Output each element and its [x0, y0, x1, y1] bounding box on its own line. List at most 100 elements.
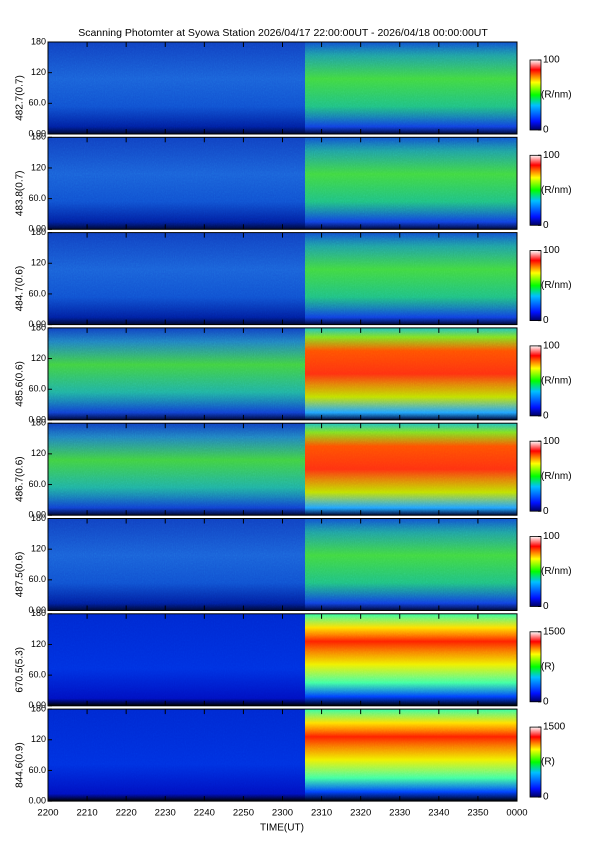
colorbar-tick-label: 0 — [543, 411, 549, 422]
colorbar — [529, 726, 542, 798]
y-tick-label: 180 — [31, 418, 46, 428]
colorbar-unit: (R/nm) — [541, 471, 572, 482]
panel: 0.00 60.0 120 180 670.5(5.3) 0 1500 (R) — [15, 608, 566, 710]
y-tick-label: 60.0 — [28, 765, 46, 775]
keogram-texture — [48, 709, 517, 802]
x-tick-label: 2250 — [233, 808, 254, 819]
y-tick-label: 180 — [31, 36, 46, 46]
y-tick-label: 0.00 — [28, 319, 46, 329]
colorbar-tick-label: 1500 — [543, 626, 566, 637]
colorbar-unit: (R) — [541, 757, 555, 768]
colorbar-tick-label: 0 — [543, 125, 549, 136]
y-axis-label: 486.7(0.6) — [15, 456, 26, 502]
y-axis-label: 483.8(0.7) — [15, 171, 26, 217]
colorbar-tick-label: 100 — [543, 531, 560, 542]
panel: 0.00 60.0 120 180 482.7(0.7) 0 100 (R/nm) — [15, 36, 572, 138]
y-tick-label: 60.0 — [28, 574, 46, 584]
y-tick-label: 120 — [31, 639, 46, 649]
colorbar-tick-label: 1500 — [543, 722, 566, 733]
y-tick-label: 120 — [31, 353, 46, 363]
y-tick-label: 60.0 — [28, 479, 46, 489]
colorbar-tick-label: 0 — [543, 315, 549, 326]
y-axis-label: 485.6(0.6) — [15, 361, 26, 407]
y-tick-label: 120 — [31, 162, 46, 172]
y-tick-label: 0.00 — [28, 700, 46, 710]
x-tick-label: 2210 — [77, 808, 98, 819]
panel: 0.00 60.0 120 180 483.8(0.7) 0 100 (R/nm) — [15, 132, 572, 234]
y-tick-label: 60.0 — [28, 98, 46, 108]
colorbar-tick-label: 0 — [543, 792, 549, 803]
y-tick-label: 180 — [31, 227, 46, 237]
y-tick-label: 60.0 — [28, 193, 46, 203]
y-tick-label: 60.0 — [28, 288, 46, 298]
y-tick-label: 120 — [31, 544, 46, 554]
keogram-texture — [48, 137, 517, 230]
keogram-texture — [48, 232, 517, 325]
colorbar-unit: (R/nm) — [541, 90, 572, 101]
colorbar-unit: (R/nm) — [541, 280, 572, 291]
y-tick-label: 180 — [31, 513, 46, 523]
y-axis-label: 482.7(0.7) — [15, 75, 26, 121]
y-tick-label: 0.00 — [28, 414, 46, 424]
panel: 0.00 60.0 120 180 484.7(0.6) 0 100 (R/nm) — [15, 227, 572, 329]
x-tick-label: 2200 — [37, 808, 58, 819]
panel: 0.00 60.0 120 180 487.5(0.6) 0 100 (R/nm) — [15, 513, 572, 615]
y-tick-label: 120 — [31, 448, 46, 458]
y-tick-label: 180 — [31, 608, 46, 618]
colorbar-unit: (R/nm) — [541, 376, 572, 387]
y-tick-label: 60.0 — [28, 670, 46, 680]
colorbar — [529, 536, 542, 607]
keogram-texture — [48, 42, 517, 134]
colorbar-tick-label: 100 — [543, 55, 560, 66]
x-tick-label: 2320 — [350, 808, 371, 819]
y-axis-label: 487.5(0.6) — [15, 552, 26, 598]
y-tick-label: 120 — [31, 258, 46, 268]
colorbar — [529, 345, 542, 417]
x-tick-label: 2340 — [428, 808, 449, 819]
colorbar-tick-label: 0 — [543, 506, 549, 517]
colorbar-tick-label: 100 — [543, 245, 560, 256]
y-tick-label: 120 — [31, 734, 46, 744]
colorbar-tick-label: 100 — [543, 150, 560, 161]
y-axis-label: 670.5(5.3) — [15, 647, 26, 693]
chart-title: Scanning Photomter at Syowa Station 2026… — [78, 27, 488, 39]
keogram-texture — [48, 423, 517, 516]
x-tick-label: 2310 — [311, 808, 332, 819]
x-tick-label: 0000 — [506, 808, 527, 819]
colorbar-tick-label: 100 — [543, 341, 560, 352]
y-tick-label: 180 — [31, 322, 46, 332]
colorbar-tick-label: 0 — [543, 696, 549, 707]
y-tick-label: 0.00 — [28, 510, 46, 520]
y-tick-label: 0.00 — [28, 224, 46, 234]
panel: 0.00 60.0 120 180 486.7(0.6) 0 100 (R/nm) — [15, 418, 572, 520]
x-tick-label: 2350 — [467, 808, 488, 819]
keogram-texture — [48, 518, 517, 611]
colorbar-tick-label: 0 — [543, 601, 549, 612]
x-tick-label: 2230 — [155, 808, 176, 819]
x-tick-label: 2220 — [116, 808, 137, 819]
keogram-texture — [48, 613, 517, 706]
y-tick-label: 60.0 — [28, 384, 46, 394]
y-tick-label: 120 — [31, 67, 46, 77]
y-tick-label: 180 — [31, 703, 46, 713]
colorbar-unit: (R/nm) — [541, 566, 572, 577]
x-tick-label: 2330 — [389, 808, 410, 819]
y-tick-label: 180 — [31, 132, 46, 142]
colorbar — [529, 440, 542, 512]
colorbar-unit: (R) — [541, 661, 555, 672]
keogram-texture — [48, 327, 517, 420]
y-axis-label: 844.6(0.9) — [15, 742, 26, 788]
colorbar — [529, 250, 542, 322]
x-tick-label: 2300 — [272, 808, 293, 819]
colorbar — [529, 59, 542, 131]
colorbar — [529, 631, 542, 703]
colorbar-unit: (R/nm) — [541, 185, 572, 196]
y-tick-label: 0.00 — [28, 128, 46, 138]
y-axis-label: 484.7(0.6) — [15, 266, 26, 312]
x-axis-label: TIME(UT) — [260, 823, 304, 834]
x-tick-label: 2240 — [194, 808, 215, 819]
colorbar-tick-label: 100 — [543, 436, 560, 447]
y-tick-label: 0.00 — [28, 605, 46, 615]
panel: 0.00 60.0 120 180 485.6(0.6) 0 100 (R/nm) — [15, 322, 572, 424]
